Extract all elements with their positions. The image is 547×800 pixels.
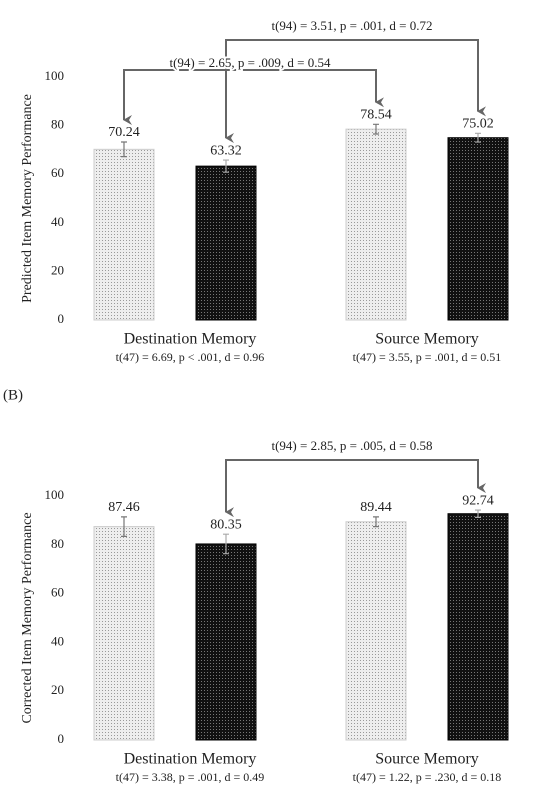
category-label: Destination Memory <box>124 331 257 348</box>
bar <box>195 543 257 741</box>
y-tick-label: 80 <box>51 117 64 132</box>
comparison-label: t(94) = 2.85, p = .005, d = 0.58 <box>271 438 432 453</box>
y-tick-label: 80 <box>51 536 64 551</box>
bar <box>447 513 509 741</box>
error-bar <box>223 159 229 173</box>
bar <box>345 128 407 321</box>
category-label: Source Memory <box>375 751 479 768</box>
value-label: 78.54 <box>360 108 392 123</box>
category-stats: t(47) = 1.22, p = .230, d = 0.18 <box>353 770 502 784</box>
category-label: Source Memory <box>375 331 479 348</box>
error-bar <box>121 516 127 537</box>
comparison-label: t(94) = 3.51, p = .001, d = 0.72 <box>271 18 432 33</box>
value-label: 92.74 <box>462 493 494 508</box>
bar <box>447 137 509 321</box>
bar <box>93 148 155 321</box>
bar <box>195 165 257 321</box>
error-bar <box>223 533 229 555</box>
y-tick-label: 20 <box>51 682 64 697</box>
y-tick-label: 60 <box>51 165 64 180</box>
comparison-label: t(94) = 2.65, p = .009, d = 0.54 <box>169 55 331 70</box>
category-label: Destination Memory <box>124 751 257 768</box>
y-tick-label: 100 <box>45 68 65 83</box>
error-bar <box>121 141 127 158</box>
category-stats: t(47) = 6.69, p < .001, d = 0.96 <box>116 350 265 364</box>
comparison-bracket <box>225 39 486 144</box>
y-tick-label: 0 <box>58 731 65 746</box>
y-tick-label: 40 <box>51 633 64 648</box>
value-label: 70.24 <box>108 125 140 140</box>
value-label: 63.32 <box>210 143 242 158</box>
bar <box>93 526 155 741</box>
y-tick-label: 60 <box>51 585 64 600</box>
y-tick-label: 20 <box>51 262 64 277</box>
y-axis-label: Corrected Item Memory Performance <box>20 512 35 723</box>
value-label: 80.35 <box>210 517 242 532</box>
y-tick-label: 40 <box>51 214 64 229</box>
y-tick-label: 100 <box>45 487 65 502</box>
value-label: 87.46 <box>108 500 140 515</box>
value-label: 89.44 <box>360 500 392 515</box>
panel-label: (B) <box>3 387 23 403</box>
comparison-bracket <box>225 459 486 518</box>
category-stats: t(47) = 3.38, p = .001, d = 0.49 <box>116 770 265 784</box>
category-stats: t(47) = 3.55, p = .001, d = 0.51 <box>353 350 502 364</box>
y-axis-label: Predicted Item Memory Performance <box>20 94 35 303</box>
comparison-bracket <box>123 69 384 126</box>
y-tick-label: 0 <box>58 311 65 326</box>
value-label: 75.02 <box>462 117 494 132</box>
bar <box>345 521 407 741</box>
